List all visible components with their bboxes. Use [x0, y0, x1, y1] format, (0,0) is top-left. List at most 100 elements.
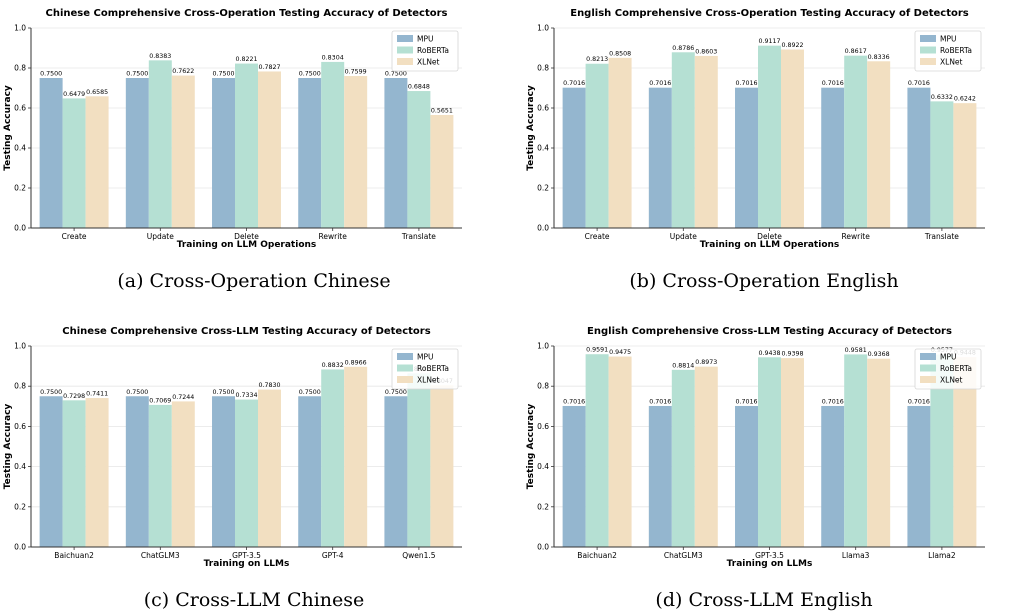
- bar-xlnet: [85, 398, 109, 547]
- y-axis-title: Testing Accuracy: [526, 404, 536, 490]
- bar-mpu: [39, 78, 63, 228]
- bar-value-label: 0.7500: [212, 71, 234, 78]
- bar-roberta: [148, 404, 172, 547]
- x-tick-label: Translate: [401, 232, 436, 241]
- bar-value-label: 0.8973: [695, 359, 717, 366]
- bar-roberta: [930, 101, 954, 228]
- bar-mpu: [298, 396, 322, 547]
- y-tick-label: 0.4: [537, 462, 549, 471]
- bar-roberta: [235, 63, 258, 228]
- bar-xlnet: [430, 385, 454, 547]
- bar-value-label: 0.7069: [149, 397, 171, 404]
- bar-xlnet: [694, 55, 718, 228]
- bar-value-label: 0.7298: [63, 393, 85, 400]
- bar-xlnet: [85, 96, 109, 228]
- legend-swatch-roberta: [397, 46, 413, 54]
- y-axis-title: Testing Accuracy: [3, 404, 13, 490]
- y-tick-label: 0.8: [537, 382, 549, 391]
- bar-mpu: [735, 87, 759, 229]
- x-tick-label: Create: [62, 232, 87, 241]
- bar-value-label: 0.8213: [586, 56, 608, 63]
- bar-mpu: [735, 405, 759, 547]
- x-tick-label: Update: [670, 232, 698, 241]
- bar-xlnet: [171, 75, 195, 228]
- bar-roberta: [407, 91, 431, 228]
- bar-value-label: 0.8966: [345, 359, 367, 366]
- bar-roberta: [321, 61, 345, 228]
- legend-swatch-xlnet: [397, 376, 413, 383]
- chart-title: Chinese Comprehensive Cross-LLM Testing …: [62, 326, 430, 337]
- bar-mpu: [562, 87, 586, 229]
- bar-value-label: 0.6479: [63, 91, 85, 98]
- bar-value-label: 0.8508: [609, 50, 631, 57]
- x-tick-label: ChatGLM3: [141, 551, 180, 560]
- legend-label: RoBERTa: [940, 46, 972, 55]
- bar-value-label: 0.8603: [695, 48, 717, 55]
- y-axis-title: Testing Accuracy: [3, 85, 13, 171]
- bar-xlnet: [867, 61, 891, 228]
- bar-xlnet: [344, 76, 368, 229]
- bar-value-label: 0.6848: [408, 84, 430, 91]
- x-axis-title: Training on LLM Operations: [700, 240, 840, 250]
- bar-value-label: 0.9117: [758, 38, 780, 45]
- bar-roberta: [671, 369, 695, 547]
- bar-mpu: [212, 396, 236, 547]
- bar-xlnet: [780, 49, 804, 229]
- y-axis-title: Testing Accuracy: [526, 85, 536, 171]
- caption-d: (d) Cross-LLM English: [655, 589, 873, 611]
- bar-xlnet: [344, 366, 368, 547]
- bar-xlnet: [430, 114, 454, 228]
- y-tick-label: 0.2: [14, 184, 26, 193]
- x-tick-label: Rewrite: [319, 232, 348, 241]
- legend-label: XLNet: [417, 58, 440, 67]
- bar-value-label: 0.8832: [322, 362, 344, 369]
- bar-value-label: 0.9581: [845, 347, 867, 354]
- bar-mpu: [384, 78, 408, 228]
- bar-mpu: [907, 405, 931, 547]
- bar-value-label: 0.7016: [649, 80, 671, 87]
- y-tick-label: 1.0: [14, 24, 26, 33]
- bar-value-label: 0.9591: [586, 347, 608, 354]
- legend-swatch-xlnet: [397, 58, 413, 65]
- bar-roberta: [758, 357, 781, 547]
- bar-value-label: 0.7500: [40, 389, 62, 396]
- x-tick-label: Rewrite: [842, 232, 871, 241]
- bar-mpu: [298, 78, 322, 228]
- bar-value-label: 0.7016: [649, 398, 671, 405]
- legend-swatch-roberta: [397, 364, 413, 372]
- chart-1: 0.0 0.2 0.4 0.6 0.8 1.0 0.7016 0.7016 0.7016 0.70…: [526, 8, 985, 250]
- legend-label: MPU: [417, 353, 433, 362]
- bar-mpu: [907, 87, 931, 229]
- bar-value-label: 0.7500: [385, 389, 407, 396]
- bar-value-label: 0.8383: [149, 53, 171, 60]
- y-tick-label: 0.4: [14, 462, 26, 471]
- x-axis-title: Training on LLMs: [727, 559, 813, 569]
- bar-value-label: 0.6242: [954, 96, 976, 103]
- bar-value-label: 0.7016: [735, 398, 757, 405]
- bar-value-label: 0.7500: [385, 71, 407, 78]
- bar-mpu: [212, 78, 236, 228]
- bar-value-label: 0.8786: [672, 45, 694, 52]
- x-axis-title: Training on LLM Operations: [177, 240, 317, 250]
- bar-value-label: 0.5651: [431, 107, 453, 114]
- y-tick-label: 0.2: [537, 184, 549, 193]
- bar-mpu: [562, 405, 586, 547]
- y-tick-label: 0.2: [14, 502, 26, 511]
- legend-swatch-mpu: [397, 35, 413, 42]
- x-tick-label: Qwen1.5: [402, 551, 436, 560]
- bar-xlnet: [608, 356, 632, 547]
- bar-xlnet: [953, 103, 977, 228]
- y-tick-label: 0.8: [537, 64, 549, 73]
- y-tick-label: 0.6: [537, 422, 549, 431]
- chart-title: English Comprehensive Cross-Operation Te…: [570, 8, 969, 19]
- bar-value-label: 0.8221: [235, 56, 257, 63]
- legend-label: RoBERTa: [417, 46, 449, 55]
- y-tick-label: 0.4: [14, 144, 26, 153]
- legend-swatch-xlnet: [920, 58, 936, 65]
- chart-title: English Comprehensive Cross-LLM Testing …: [587, 326, 952, 337]
- bar-roberta: [321, 369, 345, 547]
- x-axis-title: Training on LLMs: [204, 559, 290, 569]
- legend-swatch-mpu: [920, 35, 936, 42]
- bar-roberta: [585, 63, 609, 228]
- x-tick-label: Baichuan2: [577, 551, 617, 560]
